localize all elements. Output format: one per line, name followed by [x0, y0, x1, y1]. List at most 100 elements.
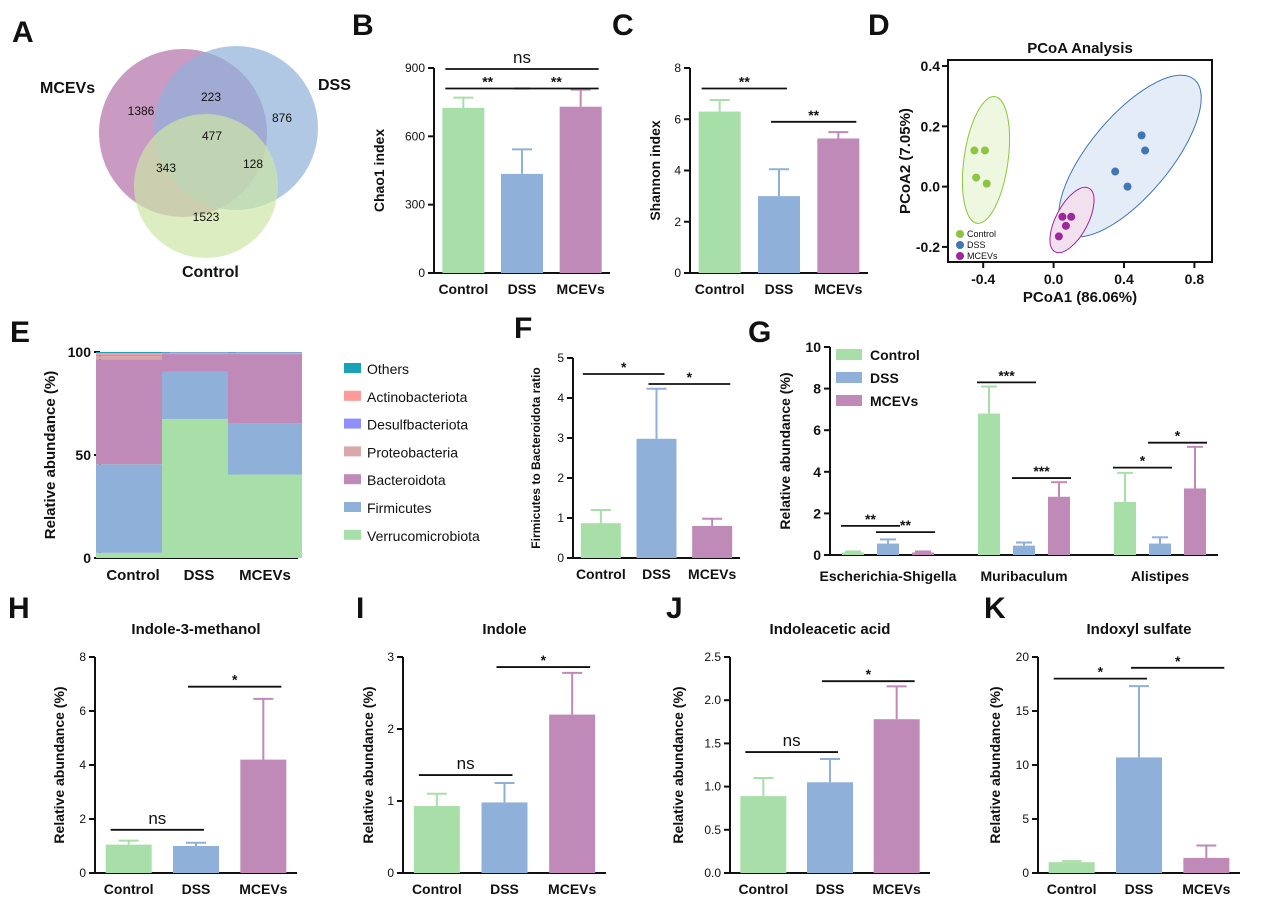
- x-category-label: DSS: [184, 567, 215, 584]
- panel-letter-G: G: [748, 316, 771, 349]
- significance-label: **: [808, 107, 819, 123]
- y-tick-label: 8: [674, 61, 681, 75]
- legend-label: Verrucomicrobiota: [367, 528, 480, 544]
- bar-mcevs: [1048, 496, 1070, 555]
- legend-label: Bacteroidota: [367, 472, 446, 488]
- legend-label: DSS: [967, 240, 986, 250]
- x-category-label: Escherichia-Shigella: [820, 568, 957, 584]
- legend-label: Desulfbacteriota: [367, 417, 468, 433]
- legend-label: Proteobacteria: [367, 444, 458, 460]
- y-tick-label: 10: [805, 339, 821, 355]
- venn-label-control: Control: [182, 264, 239, 281]
- y-tick-label: 1: [557, 511, 564, 525]
- legend-swatch: [344, 446, 361, 457]
- panel-letter-J: J: [666, 592, 683, 625]
- y-axis-label: Chao1 index: [371, 129, 387, 212]
- bar-control: [442, 107, 485, 273]
- y-tick-label: 6: [813, 422, 821, 438]
- x-category-label: MCEVs: [239, 881, 287, 897]
- significance-label: *: [1098, 664, 1104, 680]
- panel-letter-B: B: [352, 9, 374, 42]
- x-category-label: DSS: [642, 566, 671, 582]
- significance-label: *: [541, 652, 547, 668]
- y-tick-label: 900: [405, 61, 425, 75]
- venn-label-dss: DSS: [318, 77, 351, 94]
- panel-letter-C: C: [612, 9, 634, 42]
- y-tick-label: -0.2: [916, 239, 940, 255]
- scatter-point-control: [982, 179, 991, 188]
- stack-segment-firmicutes: [162, 371, 236, 419]
- significance-label: **: [900, 517, 911, 533]
- y-tick-label: 0: [557, 551, 564, 565]
- legend-swatch: [344, 418, 361, 429]
- legend-label: Others: [367, 361, 409, 377]
- chart-title: Indoxyl sulfate: [1086, 621, 1191, 638]
- y-tick-label: 0: [79, 866, 86, 880]
- x-category-label: DSS: [490, 881, 519, 897]
- chart-d-pcoa: PCoA Analysis -0.4 0.0 0.4 0.8 -0.2 0.0 0.2 0.4 P…: [897, 40, 1213, 306]
- stack-segment-actinobacteriota: [96, 353, 170, 356]
- significance-label: ns: [513, 48, 531, 67]
- y-tick-label: 0.5: [704, 823, 721, 837]
- chart-h-indole-3-methanol: 0 2 4 6 8 Control DSS MCEVs Relative abundance (…: [51, 621, 297, 897]
- y-tick-label: 2: [557, 471, 564, 485]
- x-category-label: DSS: [816, 881, 845, 897]
- y-tick-label: 2.0: [704, 693, 721, 707]
- y-axis-label: Shannon index: [647, 120, 663, 221]
- y-tick-label: 2: [79, 812, 86, 826]
- bar-control: [580, 523, 621, 558]
- x-category-label: Control: [1047, 881, 1097, 897]
- y-tick-label: 4: [557, 391, 564, 405]
- y-tick-label: 1: [387, 794, 394, 808]
- scatter-point-mcevs: [1067, 212, 1076, 221]
- y-tick-label: 0: [674, 266, 681, 280]
- scatter-point-dss: [1123, 182, 1132, 191]
- stack-segment-bacteroidota: [96, 359, 170, 465]
- bar-dss: [758, 196, 800, 273]
- y-tick-label: 6: [79, 704, 86, 718]
- panel-letter-I: I: [356, 592, 364, 625]
- bar-mcevs: [1184, 488, 1206, 555]
- y-tick-label: 0: [1022, 866, 1029, 880]
- x-category-label: DSS: [508, 281, 537, 297]
- scatter-point-mcevs: [1054, 232, 1063, 241]
- x-category-label: MCEVs: [688, 566, 736, 582]
- significance-label: **: [739, 74, 750, 90]
- bar-dss: [1149, 543, 1171, 555]
- significance-label: *: [1140, 453, 1146, 469]
- legend-swatch: [344, 474, 361, 485]
- bar-mcevs: [240, 759, 287, 873]
- y-axis-label: Relative abundance (%): [360, 686, 376, 843]
- legend-label: MCEVs: [870, 393, 918, 409]
- bar-control: [1048, 862, 1095, 873]
- bar-dss: [1013, 545, 1035, 555]
- y-tick-label: 4: [674, 164, 681, 178]
- significance-label: ***: [1033, 463, 1050, 479]
- bar-control: [698, 111, 741, 273]
- x-category-label: MCEVs: [1182, 881, 1230, 897]
- legend-swatch: [836, 395, 862, 406]
- stack-segment-desulfbacteriota: [96, 355, 170, 357]
- bar-dss: [173, 846, 219, 873]
- y-axis-label: Relative abundance (%): [777, 372, 793, 529]
- y-axis-label: Relative abundance (%): [670, 686, 686, 843]
- bar-dss: [877, 543, 899, 555]
- x-category-label: DSS: [1125, 881, 1154, 897]
- y-tick-label: 2: [674, 215, 681, 229]
- y-tick-label: 6: [674, 112, 681, 126]
- chart-title: Indole-3-methanol: [131, 621, 260, 638]
- bar-dss: [481, 802, 528, 873]
- y-tick-label: 3: [387, 650, 394, 664]
- y-tick-label: 20: [1016, 650, 1030, 664]
- x-category-label: MCEVs: [873, 881, 921, 897]
- x-category-label: MCEVs: [239, 567, 291, 584]
- venn-count-control-only: 1523: [193, 210, 220, 224]
- scatter-point-dss: [1111, 167, 1120, 176]
- stack-segment-bacteroidota: [162, 354, 236, 372]
- chart-j-indoleacetic-acid: 0.0 0.5 1.0 1.5 2.0 2.5 Control DSS MCEVs Relativ…: [670, 621, 930, 897]
- bar-control: [978, 413, 1000, 555]
- y-tick-label: 0: [83, 550, 91, 566]
- scatter-point-dss: [1137, 131, 1146, 140]
- y-tick-label: 5: [1022, 812, 1029, 826]
- y-tick-label: 15: [1016, 704, 1030, 718]
